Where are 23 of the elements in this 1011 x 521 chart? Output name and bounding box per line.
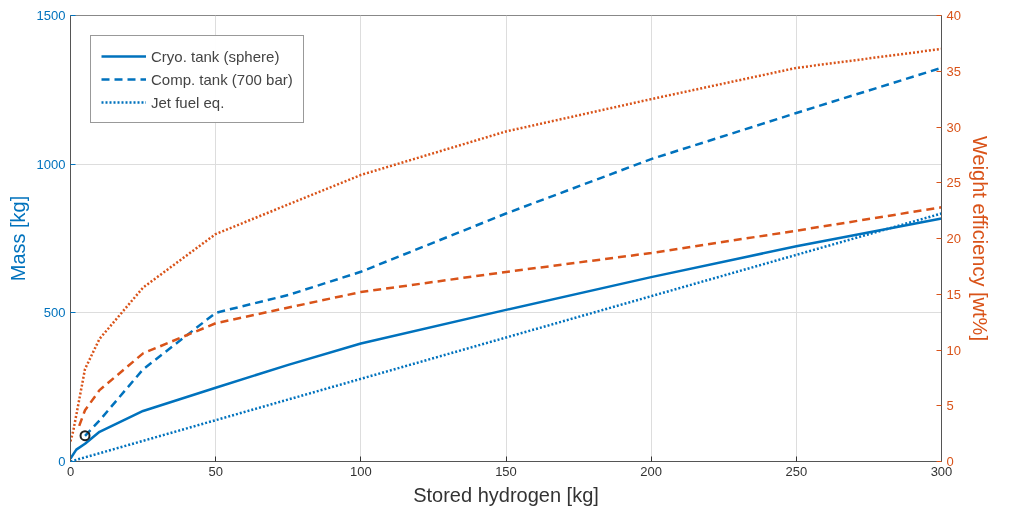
y2-tick-label: 25 <box>946 175 961 191</box>
line-series <box>77 206 942 428</box>
x-tick-label: 250 <box>785 463 808 479</box>
x-tick-label: 50 <box>208 463 223 479</box>
y2-tick-label: 15 <box>946 286 961 302</box>
y-tick-label: 500 <box>43 305 66 321</box>
x-tick-label: 200 <box>640 463 663 479</box>
y2-tick-label: 30 <box>946 119 961 135</box>
y-axis-title: Mass [kg] <box>6 195 29 282</box>
y2-tick-label: 40 <box>946 8 961 23</box>
y2-tick-label: 10 <box>946 342 961 358</box>
x-tick-label: 150 <box>495 463 517 479</box>
y2-axis-title: Weight efficiency [wt%] <box>968 136 991 341</box>
y2-tick-label: 35 <box>946 63 961 79</box>
y-tick-label: 1500 <box>36 8 66 23</box>
x-tick-label: 100 <box>349 463 372 479</box>
legend-label: Jet fuel eq. <box>151 93 225 111</box>
y2-tick-label: 20 <box>946 231 961 246</box>
x-axis-title: Stored hydrogen [kg] <box>413 483 599 506</box>
y-tick-label: 1000 <box>36 156 66 172</box>
legend-label: Comp. tank (700 bar) <box>151 70 293 88</box>
legend-label: Cryo. tank (sphere) <box>151 47 280 65</box>
y2-tick-label: 5 <box>946 398 954 414</box>
